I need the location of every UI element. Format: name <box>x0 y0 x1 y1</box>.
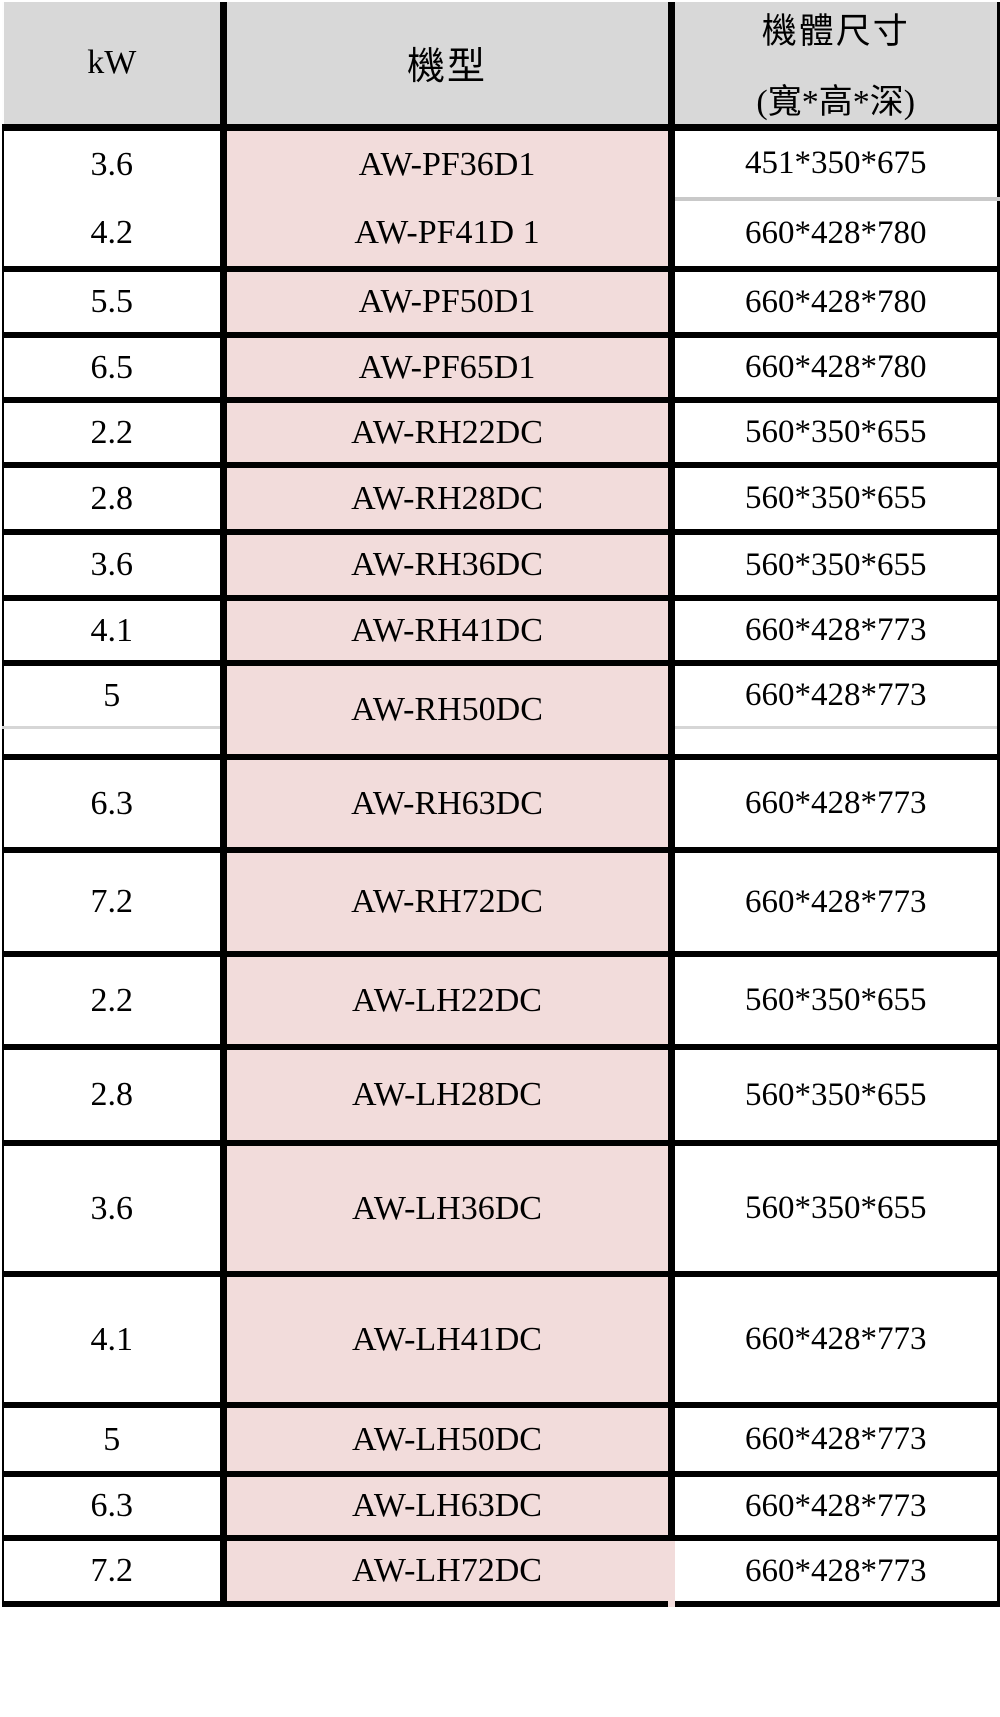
model-cell: AW-PF36D1 <box>223 127 675 199</box>
dims-cell-empty <box>671 727 1000 760</box>
kw-cell: 4.1 <box>2 598 227 666</box>
table-row: 3.6 AW-LH36DC 560*350*655 <box>2 1143 1000 1277</box>
dims-cell: 660*428*773 <box>671 1474 1000 1541</box>
model-cell: AW-PF50D1 <box>223 269 675 338</box>
kw-cell: 6.5 <box>2 335 227 403</box>
kw-cell: 2.8 <box>2 1047 227 1146</box>
model-cell: AW-LH63DC <box>223 1474 675 1541</box>
model-cell: AW-RH28DC <box>223 465 675 535</box>
dims-cell: 560*350*655 <box>671 1143 1000 1277</box>
table-row: 2.8 AW-LH28DC 560*350*655 <box>2 1047 1000 1146</box>
table-row: 2.2 AW-RH22DC 560*350*655 <box>2 400 1000 468</box>
kw-cell: 6.3 <box>2 1474 227 1541</box>
dims-cell: 560*350*655 <box>671 954 1000 1050</box>
table-row: 3.6 AW-RH36DC 560*350*655 <box>2 532 1000 601</box>
table-row: 5 AW-LH50DC 660*428*773 <box>2 1405 1000 1477</box>
model-cell: AW-RH36DC <box>223 532 675 601</box>
dims-cell: 560*350*655 <box>671 400 1000 468</box>
model-cell: AW-RH41DC <box>223 598 675 666</box>
dims-cell: 660*428*773 <box>671 1405 1000 1477</box>
dims-cell: 560*350*655 <box>671 465 1000 535</box>
model-cell: AW-PF41D 1 <box>223 199 675 272</box>
header-dims: 機體尺寸 (寬*高*深) <box>671 2 1000 131</box>
table-row: 4.2 AW-PF41D 1 660*428*780 <box>2 199 1000 272</box>
dims-cell: 660*428*773 <box>671 1274 1000 1408</box>
kw-cell: 2.2 <box>2 400 227 468</box>
model-cell: AW-RH63DC <box>223 757 675 853</box>
kw-cell: 3.6 <box>2 127 227 199</box>
model-cell: AW-LH22DC <box>223 954 675 1050</box>
model-cell: AW-RH72DC <box>223 850 675 957</box>
table-row: 4.1 AW-RH41DC 660*428*773 <box>2 598 1000 666</box>
kw-cell: 4.2 <box>2 199 227 272</box>
dims-cell: 660*428*773 <box>671 850 1000 957</box>
dims-cell: 660*428*773 <box>671 598 1000 666</box>
model-cell: AW-PF65D1 <box>223 335 675 403</box>
kw-cell: 4.1 <box>2 1274 227 1408</box>
table-row: 2.8 AW-RH28DC 560*350*655 <box>2 465 1000 535</box>
table-header: kW 機型 機體尺寸 (寬*高*深) <box>2 2 1000 131</box>
kw-cell: 3.6 <box>2 532 227 601</box>
model-cell: AW-LH41DC <box>223 1274 675 1408</box>
table-row: 7.2 AW-RH72DC 660*428*773 <box>2 850 1000 957</box>
header-model: 機型 <box>223 2 675 131</box>
table-body: 3.6 AW-PF36D1 451*350*675 4.2 AW-PF41D 1 660*… <box>2 127 1000 1607</box>
kw-cell: 5 <box>2 1405 227 1477</box>
table-row: 6.3 AW-RH63DC 660*428*773 <box>2 757 1000 853</box>
kw-cell: 7.2 <box>2 1538 227 1607</box>
kw-cell: 6.3 <box>2 757 227 853</box>
dims-cell: 451*350*675 <box>671 127 1000 201</box>
table-row: 5.5 AW-PF50D1 660*428*780 <box>2 269 1000 338</box>
dims-cell: 660*428*773 <box>671 1538 1000 1607</box>
table-row: 2.2 AW-LH22DC 560*350*655 <box>2 954 1000 1050</box>
table-row: 3.6 AW-PF36D1 451*350*675 <box>2 127 1000 201</box>
header-dims-title: 機體尺寸 <box>761 11 910 51</box>
kw-cell: 5.5 <box>2 269 227 338</box>
dims-cell: 560*350*655 <box>671 1047 1000 1146</box>
model-cell: AW-RH22DC <box>223 400 675 468</box>
table-row: 6.3 AW-LH63DC 660*428*773 <box>2 1474 1000 1541</box>
dims-cell: 660*428*780 <box>671 335 1000 403</box>
model-cell: AW-LH36DC <box>223 1143 675 1277</box>
dims-cell: 660*428*780 <box>671 269 1000 338</box>
dims-cell: 660*428*773 <box>671 663 1000 729</box>
dims-cell: 560*350*655 <box>671 532 1000 601</box>
kw-cell: 3.6 <box>2 1143 227 1277</box>
dims-cell: 660*428*773 <box>671 757 1000 853</box>
model-cell: AW-LH72DC <box>223 1538 675 1607</box>
table-row: 6.5 AW-PF65D1 660*428*780 <box>2 335 1000 403</box>
dims-cell: 660*428*780 <box>671 199 1000 272</box>
table-row: 4.1 AW-LH41DC 660*428*773 <box>2 1274 1000 1408</box>
kw-cell: 7.2 <box>2 850 227 957</box>
header-kw: kW <box>2 2 227 131</box>
kw-cell: 2.2 <box>2 954 227 1050</box>
model-cell: AW-RH50DC <box>223 663 675 760</box>
model-cell: AW-LH50DC <box>223 1405 675 1477</box>
model-spec-table: kW 機型 機體尺寸 (寬*高*深) 3.6 AW-PF36D1 451*350*6… <box>2 2 1000 1607</box>
kw-cell-empty <box>2 727 227 760</box>
header-row: kW 機型 機體尺寸 (寬*高*深) <box>2 2 1000 131</box>
table-row-spacer <box>2 727 1000 760</box>
kw-cell: 2.8 <box>2 465 227 535</box>
table-row: 7.2 AW-LH72DC 660*428*773 <box>2 1538 1000 1607</box>
model-cell: AW-LH28DC <box>223 1047 675 1146</box>
table-row: 5 AW-RH50DC 660*428*773 <box>2 663 1000 760</box>
header-dims-subtitle: (寬*高*深) <box>756 83 916 121</box>
kw-cell: 5 <box>2 663 227 729</box>
